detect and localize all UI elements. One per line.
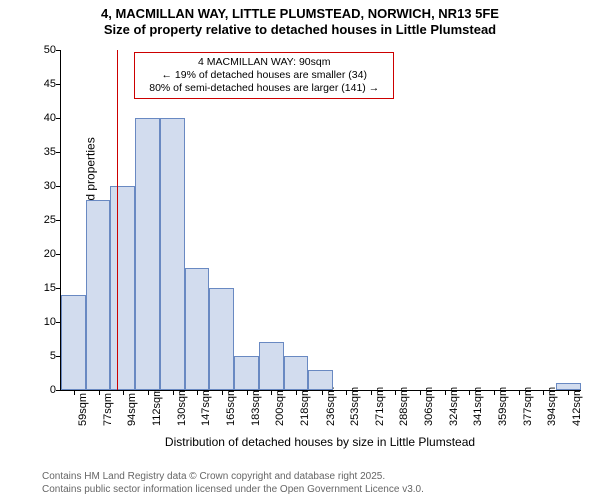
footer-line2: Contains public sector information licen… [42,484,424,497]
annotation-box: 4 MACMILLAN WAY: 90sqm← 19% of detached … [134,52,394,99]
x-tick-mark [346,390,347,395]
x-tick-mark [197,390,198,395]
chart-container: Number of detached properties 59sqm77sqm… [0,40,600,450]
x-tick-mark [395,390,396,395]
y-tick-label: 10 [28,316,56,328]
x-tick-label: 359sqm [497,387,509,426]
y-tick-label: 40 [28,112,56,124]
x-tick-mark [173,390,174,395]
x-tick-mark [296,390,297,395]
x-tick-label: 306sqm [423,387,435,426]
annotation-line: ← 19% of detached houses are smaller (34… [141,69,387,82]
x-axis-label: Distribution of detached houses by size … [60,435,580,449]
y-tick-label: 35 [28,146,56,158]
x-tick-label: 394sqm [546,387,558,426]
y-tick-mark [56,152,61,153]
histogram-bar [234,356,259,390]
x-tick-label: 271sqm [374,387,386,426]
y-tick-mark [56,118,61,119]
y-tick-label: 20 [28,248,56,260]
x-tick-label: 253sqm [349,387,361,426]
x-tick-mark [469,390,470,395]
histogram-bar [86,200,111,390]
histogram-bar [110,186,135,390]
x-tick-label: 112sqm [151,388,163,426]
x-tick-mark [420,390,421,395]
title-line2: Size of property relative to detached ho… [0,22,600,38]
y-tick-mark [56,220,61,221]
x-tick-mark [322,390,323,395]
y-tick-mark [56,186,61,187]
x-tick-label: 412sqm [571,387,583,426]
x-tick-mark [148,390,149,395]
y-tick-mark [56,84,61,85]
x-tick-mark [568,390,569,395]
x-tick-label: 59sqm [77,393,89,426]
histogram-bar [209,288,234,390]
histogram-bar [284,356,309,390]
title-line1: 4, MACMILLAN WAY, LITTLE PLUMSTEAD, NORW… [0,6,600,22]
x-tick-mark [271,390,272,395]
y-tick-label: 25 [28,214,56,226]
y-tick-label: 5 [28,350,56,362]
x-tick-label: 377sqm [522,387,534,426]
x-tick-label: 288sqm [398,387,410,426]
x-tick-label: 130sqm [176,387,188,426]
reference-line [117,50,118,390]
x-tick-mark [543,390,544,395]
x-tick-label: 183sqm [250,387,262,426]
annotation-line: 80% of semi-detached houses are larger (… [141,82,387,95]
y-tick-mark [56,50,61,51]
x-tick-label: 200sqm [274,387,286,426]
x-tick-mark [371,390,372,395]
x-tick-label: 147sqm [200,387,212,426]
x-tick-mark [123,390,124,395]
y-tick-mark [56,390,61,391]
footer-line1: Contains HM Land Registry data © Crown c… [42,471,424,484]
histogram-bar [61,295,86,390]
x-tick-mark [445,390,446,395]
histogram-bar [259,342,284,390]
x-tick-mark [519,390,520,395]
chart-title: 4, MACMILLAN WAY, LITTLE PLUMSTEAD, NORW… [0,0,600,39]
x-tick-label: 165sqm [225,387,237,426]
annotation-line: 4 MACMILLAN WAY: 90sqm [141,56,387,69]
plot-area: 59sqm77sqm94sqm112sqm130sqm147sqm165sqm1… [60,50,581,391]
y-tick-label: 45 [28,78,56,90]
x-tick-mark [74,390,75,395]
x-tick-label: 324sqm [448,387,460,426]
y-tick-label: 30 [28,180,56,192]
y-tick-label: 0 [28,384,56,396]
footer: Contains HM Land Registry data © Crown c… [42,471,424,496]
x-tick-mark [99,390,100,395]
histogram-bar [185,268,210,390]
x-tick-mark [222,390,223,395]
y-tick-mark [56,254,61,255]
y-tick-label: 15 [28,282,56,294]
x-tick-label: 236sqm [325,387,337,426]
histogram-bar [160,118,185,390]
x-tick-mark [247,390,248,395]
histogram-bar [556,383,581,390]
y-tick-mark [56,288,61,289]
histogram-bar [308,370,333,390]
x-tick-label: 341sqm [472,387,484,426]
histogram-bar [135,118,160,390]
x-tick-mark [494,390,495,395]
y-tick-label: 50 [28,44,56,56]
x-tick-label: 94sqm [126,393,138,426]
x-tick-label: 77sqm [102,393,114,426]
x-tick-label: 218sqm [299,387,311,426]
